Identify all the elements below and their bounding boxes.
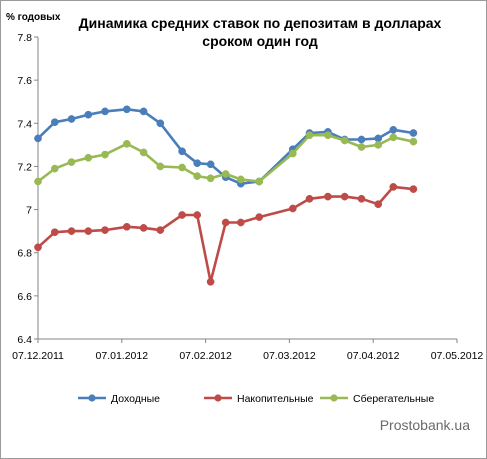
data-point	[122, 105, 131, 114]
x-tick-label: 07.02.2012	[179, 350, 232, 362]
series-line	[37, 133, 414, 183]
y-tick-label: 7.6	[17, 75, 32, 87]
legend-label: Накопительные	[237, 393, 314, 405]
data-point	[255, 213, 264, 221]
data-point	[178, 163, 186, 172]
y-tick-label: 6.6	[17, 291, 32, 303]
chart-title-line-1: Динамика средних ставок по депозитам в д…	[79, 15, 442, 31]
legend-label: Доходные	[111, 393, 160, 405]
legend-item: Доходные	[78, 393, 160, 405]
legend-swatch-marker	[330, 394, 338, 402]
data-point	[84, 227, 93, 235]
data-point	[357, 135, 366, 144]
data-point	[156, 119, 165, 128]
data-point	[324, 131, 332, 140]
data-point	[50, 118, 59, 127]
data-point	[122, 139, 131, 148]
data-point	[50, 228, 59, 237]
data-point	[34, 134, 42, 143]
data-point	[50, 164, 59, 173]
data-point	[305, 194, 314, 203]
data-point	[67, 158, 76, 166]
y-tick-label: 7.8	[17, 32, 32, 44]
series-line	[37, 185, 414, 284]
x-tick-label: 07.12.2011	[12, 350, 64, 362]
legend-swatch-marker	[88, 394, 96, 402]
x-tick-label: 07.05.2012	[431, 350, 484, 362]
data-point	[374, 200, 383, 209]
y-axis-label: % годовых	[6, 12, 61, 23]
data-point	[193, 211, 202, 219]
data-point	[156, 162, 165, 171]
data-point	[84, 153, 93, 162]
series-3	[34, 131, 418, 186]
x-tick-label: 07.04.2012	[347, 350, 400, 362]
chart-axes: 6.4 6.6 6.8 7 7.2 7.4 7.6 7.8 07.12.2011 07.01.20…	[12, 32, 483, 362]
data-point	[221, 218, 230, 227]
data-point	[409, 129, 418, 137]
chart-title-line-2: сроком один год	[202, 33, 318, 49]
data-point	[101, 150, 109, 159]
data-point	[357, 194, 366, 203]
data-point	[357, 143, 366, 151]
legend-swatch-marker	[214, 394, 222, 402]
data-point	[374, 141, 383, 149]
data-point	[221, 170, 230, 178]
series-2	[34, 183, 418, 286]
data-point	[34, 177, 42, 186]
data-point	[389, 133, 398, 142]
legend-item: Накопительные	[204, 393, 314, 405]
data-point	[206, 160, 215, 169]
y-tick-label: 6.4	[17, 334, 32, 346]
data-point	[67, 115, 76, 123]
data-point	[101, 107, 109, 116]
data-point	[409, 137, 418, 146]
data-point	[389, 183, 398, 191]
series-layer	[34, 105, 418, 286]
data-point	[206, 277, 215, 286]
x-tick-label: 07.03.2012	[263, 350, 316, 362]
data-point	[340, 136, 349, 145]
y-tick-label: 7.2	[17, 161, 32, 173]
data-point	[84, 110, 93, 119]
data-point	[409, 185, 418, 193]
data-point	[34, 243, 42, 252]
data-point	[139, 107, 148, 116]
data-point	[288, 149, 297, 158]
data-point	[193, 172, 202, 180]
data-point	[340, 192, 349, 201]
data-point	[193, 159, 202, 168]
data-point	[178, 211, 186, 219]
data-point	[139, 148, 148, 157]
watermark-text: Prostobank.ua	[380, 417, 470, 433]
y-tick-label: 7	[26, 205, 32, 217]
data-point	[255, 177, 264, 186]
data-point	[139, 224, 148, 232]
data-point	[236, 218, 245, 227]
data-point	[156, 226, 165, 234]
data-point	[305, 131, 314, 140]
data-point	[178, 147, 186, 156]
series-line	[37, 108, 414, 185]
x-tick-label: 07.01.2012	[96, 350, 149, 362]
legend-label: Сберегательные	[353, 393, 434, 405]
data-point	[288, 204, 297, 213]
data-point	[206, 174, 215, 183]
data-point	[122, 222, 131, 231]
data-point	[374, 134, 383, 143]
data-point	[67, 227, 76, 235]
y-tick-label: 6.8	[17, 248, 32, 260]
chart-legend: Доходные Накопительные Сберегательные	[78, 393, 434, 405]
chart-title: Динамика средних ставок по депозитам в д…	[79, 15, 442, 49]
data-point	[101, 226, 109, 234]
data-point	[324, 192, 332, 201]
legend-item: Сберегательные	[320, 393, 434, 405]
data-point	[389, 125, 398, 134]
data-point	[236, 175, 245, 184]
y-tick-label: 7.4	[17, 118, 32, 130]
